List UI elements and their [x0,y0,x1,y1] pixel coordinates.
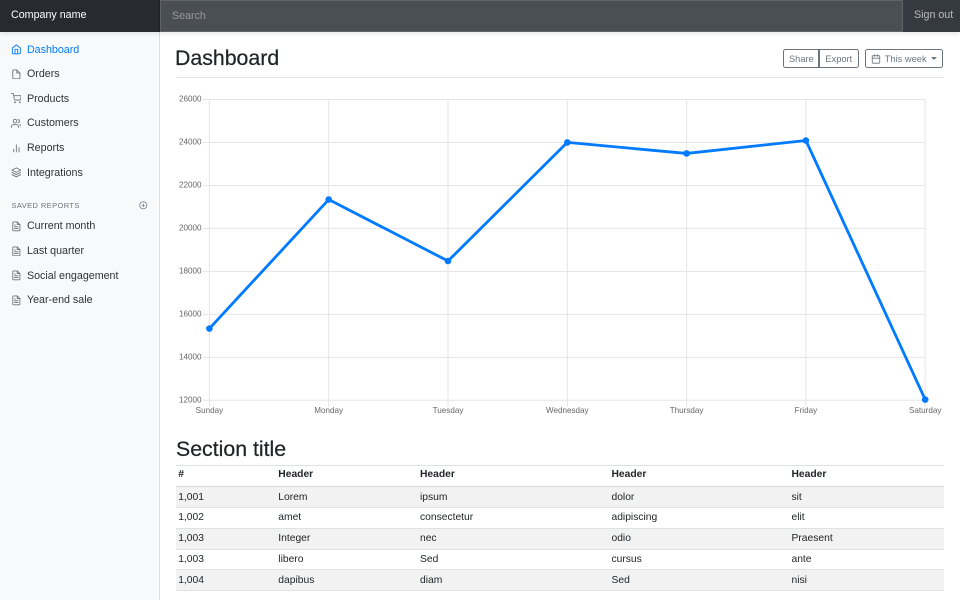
svg-text:24000: 24000 [179,138,202,147]
svg-text:22000: 22000 [179,181,202,190]
svg-text:Thursday: Thursday [670,406,705,415]
svg-text:16000: 16000 [179,310,202,319]
svg-text:14000: 14000 [179,353,202,362]
svg-text:Friday: Friday [795,406,818,415]
svg-text:18000: 18000 [179,267,202,276]
svg-text:Tuesday: Tuesday [433,406,465,415]
svg-text:Monday: Monday [314,406,344,415]
svg-text:26000: 26000 [179,95,202,104]
svg-text:20000: 20000 [179,224,202,233]
svg-text:12000: 12000 [179,396,202,405]
svg-text:Sunday: Sunday [196,406,224,415]
svg-text:Saturday: Saturday [909,406,942,415]
svg-text:Wednesday: Wednesday [546,406,590,415]
